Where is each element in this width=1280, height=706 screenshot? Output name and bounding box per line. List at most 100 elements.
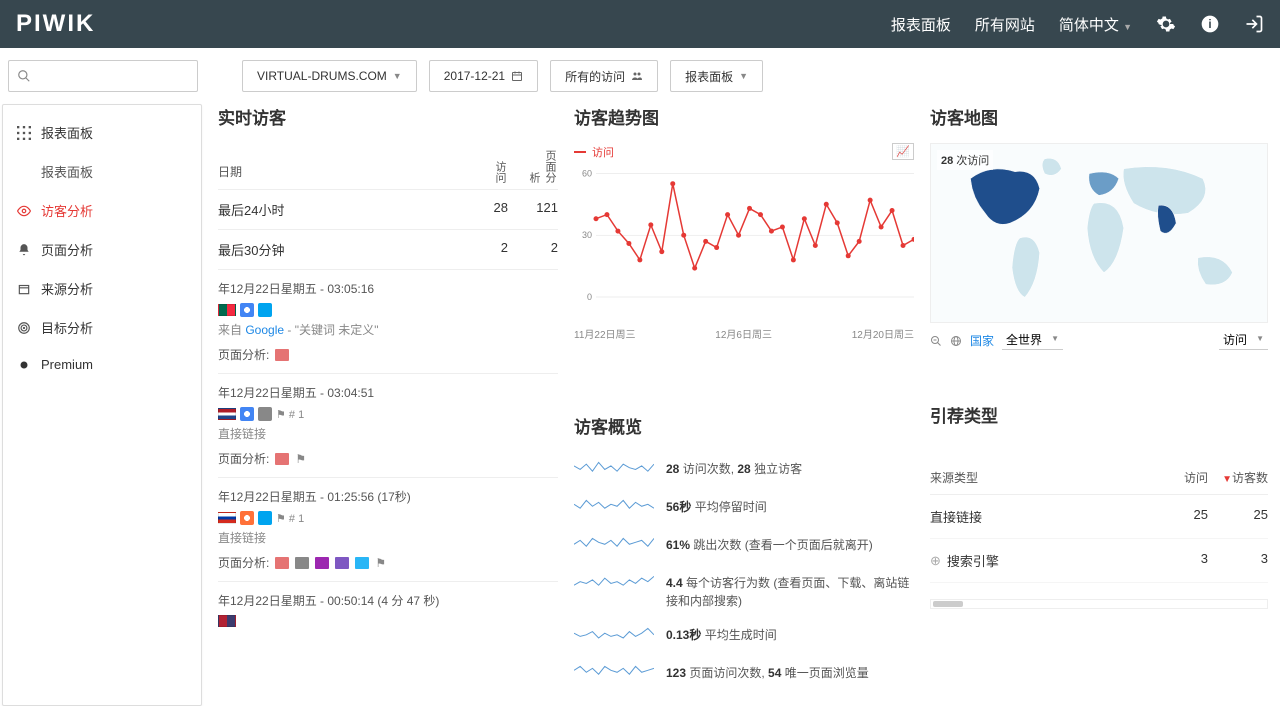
calendar-icon [511,70,523,82]
chart-xlabels: 11月22日周三 12月6日周三 12月20日周三 [574,326,914,341]
sidebar-item-pages[interactable]: 页面分析 [3,230,201,269]
os-icon [258,303,272,317]
sidebar: 报表面板 报表面板 访客分析 页面分析 来源分析 目标分析 Premium [2,104,202,706]
sidebar-label: 来源分析 [41,279,93,298]
sidebar-item-goals[interactable]: 目标分析 [3,308,201,347]
widget-referrers: 引荐类型 来源类型 访问 ▼访客数 直接链接2525⊕ 搜索引擎33 [930,402,1268,609]
bell-icon [17,243,31,257]
login-icon[interactable] [1244,14,1264,34]
grid-icon [17,126,31,140]
segment-selector[interactable]: 所有的访问 [550,60,658,92]
sidebar-label: 报表面板 [41,123,93,142]
realtime-row: 最后30分钟22 [218,229,558,269]
widget-realtime: 实时访客 日期 访问 页面分析 最后24小时28121最后30分钟22 年12月… [218,104,558,641]
widget-map: 访客地图 28 次访问 国家 全世界 访问 [930,104,1268,350]
flag-icon [218,408,236,420]
date-selector[interactable]: 2017-12-21 [429,60,538,92]
map-region-select[interactable]: 全世界 [1002,331,1063,350]
chart-legend: 访问 📈 [574,143,914,160]
sparkline [574,460,654,482]
search-input[interactable] [8,60,198,92]
folder-icon [275,557,289,569]
overview-row: 0.13秒 平均生成时间 [574,618,914,656]
nav-dashboard[interactable]: 报表面板 [891,14,951,35]
filterbar: VIRTUAL-DRUMS.COM▼ 2017-12-21 所有的访问 报表面板… [0,48,1280,104]
horizontal-scrollbar[interactable] [930,599,1268,609]
svg-text:i: i [1208,18,1211,31]
box-icon [17,282,31,296]
widget-title: 访客趋势图 [574,104,914,129]
logo: PIWIK [16,10,95,38]
sparkline [574,498,654,520]
browser-icon [240,511,254,525]
sidebar-item-dashboard[interactable]: 报表面板 [3,113,201,152]
folder-icon [295,557,309,569]
realtime-header: 日期 访问 页面分析 [218,143,558,189]
folder-icon [275,453,289,465]
realtime-visit[interactable]: 年12月22日星期五 - 00:50:14 (4 分 47 秒) [218,581,558,641]
os-icon [258,511,272,525]
os-icon [258,407,272,421]
browser-icon [240,303,254,317]
flag-icon [218,615,236,627]
sidebar-item-sources[interactable]: 来源分析 [3,269,201,308]
folder-icon [315,557,329,569]
sort-desc-icon[interactable]: ▼ [1222,474,1232,485]
nav-language[interactable]: 简体中文 ▼ [1059,14,1132,35]
visitor-map[interactable]: 28 次访问 [930,143,1268,323]
realtime-visit[interactable]: 年12月22日星期五 - 01:25:56 (17秒)⚑ # 1直接链接页面分析… [218,477,558,581]
sidebar-label: 报表面板 [41,162,93,181]
zoom-out-icon[interactable] [930,335,942,347]
map-country-link[interactable]: 国家 [970,332,994,349]
dashboard-selector[interactable]: 报表面板▼ [670,60,763,92]
folder-icon [355,557,369,569]
sidebar-item-dashboard-sub[interactable]: 报表面板 [3,152,201,191]
overview-row: 56秒 平均停留时间 [574,490,914,528]
map-metric-select[interactable]: 访问 [1219,331,1268,350]
sidebar-item-visitors[interactable]: 访客分析 [3,191,201,230]
map-badge: 28 次访问 [937,150,993,170]
sidebar-label: 目标分析 [41,318,93,337]
browser-icon [240,407,254,421]
svg-text:30: 30 [582,230,592,240]
sidebar-item-premium[interactable]: Premium [3,347,201,382]
folder-icon [275,349,289,361]
referrer-row[interactable]: ⊕ 搜索引擎33 [930,539,1268,583]
nav-all-sites[interactable]: 所有网站 [975,14,1035,35]
gear-icon[interactable] [1156,14,1176,34]
widget-title: 实时访客 [218,104,558,129]
svg-text:0: 0 [587,292,592,302]
chart-type-icon[interactable]: 📈 [892,143,914,160]
realtime-row: 最后24小时28121 [218,189,558,229]
overview-row: 61% 跳出次数 (查看一个页面后就离开) [574,528,914,566]
widget-title: 访客概览 [574,413,914,438]
sparkline [574,536,654,558]
widget-title: 访客地图 [930,104,1268,129]
overview-row: 28 访问次数, 28 独立访客 [574,452,914,490]
info-icon[interactable]: i [1200,14,1220,34]
topbar-nav: 报表面板 所有网站 简体中文 ▼ i [891,14,1264,35]
realtime-visit[interactable]: 年12月22日星期五 - 03:05:16来自 Google - "关键词 未定… [218,269,558,373]
people-icon [631,70,643,82]
realtime-visit[interactable]: 年12月22日星期五 - 03:04:51⚑ # 1直接链接页面分析: ⚑ [218,373,558,477]
referrer-row[interactable]: 直接链接2525 [930,495,1268,539]
target-icon [17,321,31,335]
flag-icon [218,304,236,316]
globe-icon[interactable] [950,335,962,347]
map-controls: 国家 全世界 访问 [930,331,1268,350]
trend-chart: 03060 [574,164,914,324]
sparkline [574,664,654,686]
eye-icon [17,204,31,218]
widget-title: 引荐类型 [930,402,1268,427]
flag-icon [218,512,236,524]
sidebar-label: Premium [41,357,93,372]
folder-icon [335,557,349,569]
expand-icon[interactable]: ⊕ [930,553,941,569]
referrer-header: 来源类型 访问 ▼访客数 [930,461,1268,495]
sparkline [574,626,654,648]
site-selector[interactable]: VIRTUAL-DRUMS.COM▼ [242,60,417,92]
sparkline [574,574,654,596]
overview-row: 123 页面访问次数, 54 唯一页面浏览量 [574,656,914,694]
sidebar-label: 访客分析 [41,201,93,220]
widget-trend: 访客趋势图 访问 📈 03060 11月22日周三 12月6日周三 12月20日… [574,104,914,341]
